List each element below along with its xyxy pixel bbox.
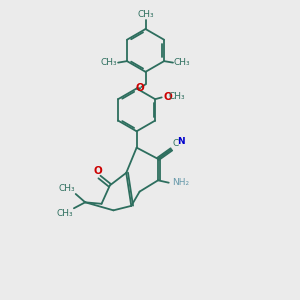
Text: CH₃: CH₃ <box>100 58 117 67</box>
Text: CH₃: CH₃ <box>174 58 190 67</box>
Text: CH₃: CH₃ <box>169 92 185 101</box>
Text: C: C <box>172 139 179 148</box>
Text: CH₃: CH₃ <box>58 184 75 193</box>
Text: O: O <box>164 92 172 102</box>
Text: NH₂: NH₂ <box>172 178 189 187</box>
Text: N: N <box>177 137 184 146</box>
Text: O: O <box>93 166 102 176</box>
Text: CH₃: CH₃ <box>56 209 73 218</box>
Text: CH₃: CH₃ <box>137 10 154 19</box>
Text: O: O <box>136 83 145 93</box>
